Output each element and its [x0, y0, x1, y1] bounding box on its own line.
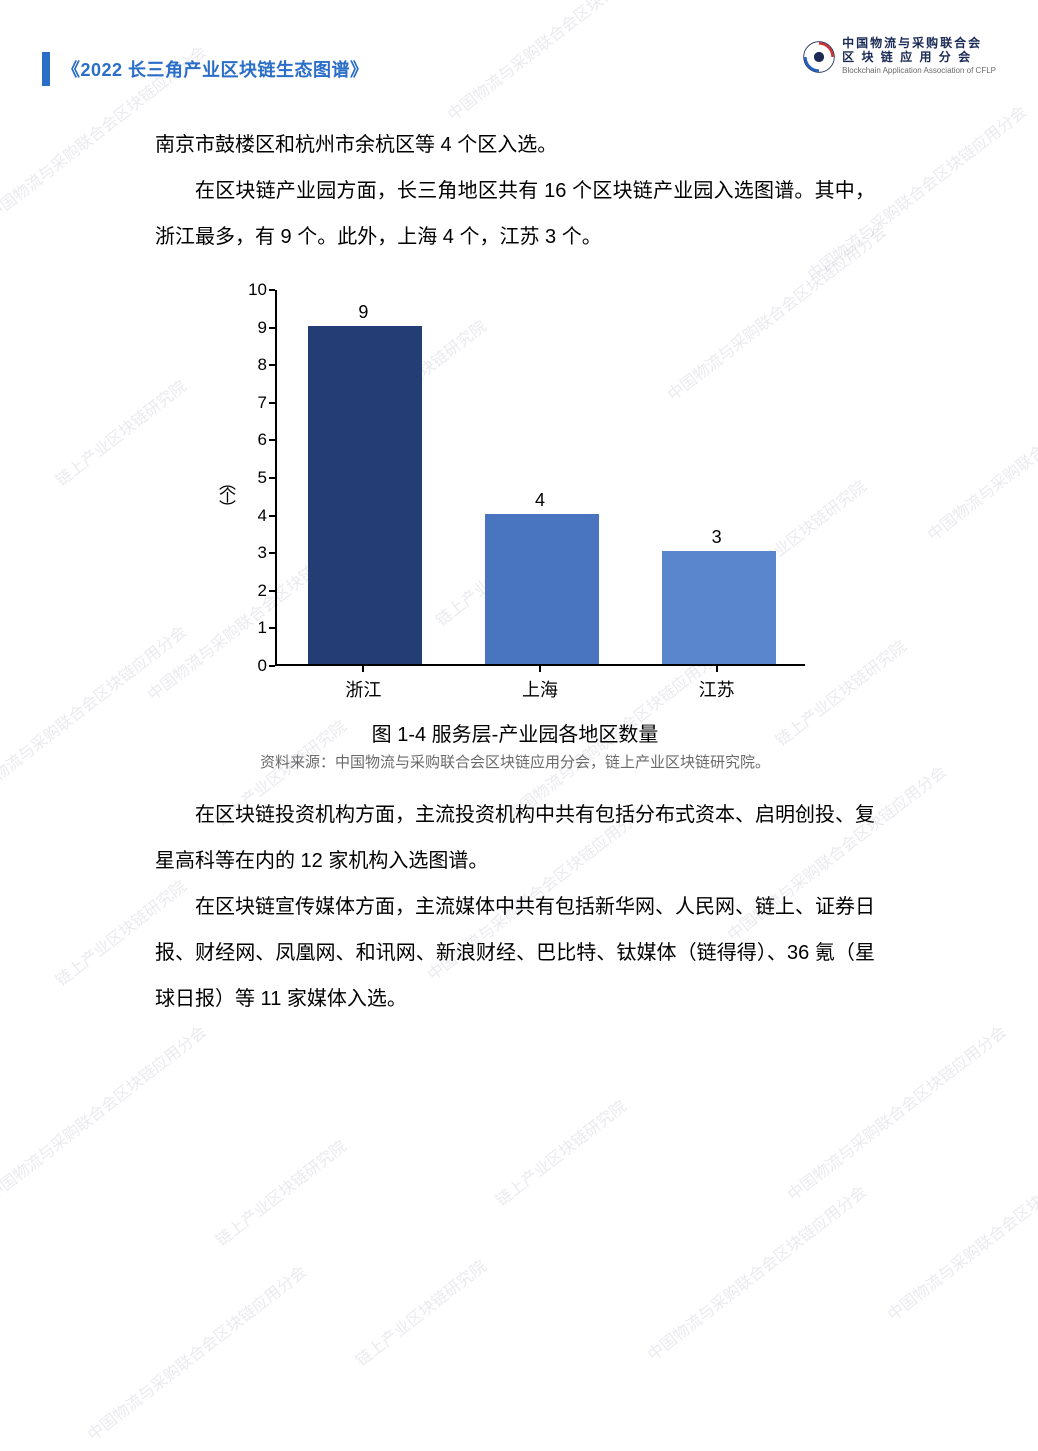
paragraph-4: 在区块链宣传媒体方面，主流媒体中共有包括新华网、人民网、链上、证券日报、财经网、… [155, 884, 875, 1022]
header-title: 《2022 长三角产业区块链生态图谱》 [62, 56, 369, 82]
chart-xtick-mark [716, 666, 718, 672]
watermark: 链上产业区块链研究院 [210, 1133, 351, 1250]
watermark: 中国物流与采购联合会区块链应用分会 [81, 1259, 310, 1445]
chart-plot-area [275, 290, 805, 666]
chart-ytick: 2 [243, 581, 267, 601]
paragraph-2: 在区块链产业园方面，长三角地区共有 16 个区块链产业园入选图谱。其中，浙江最多… [155, 168, 875, 260]
chart-ytick-mark [269, 665, 275, 667]
watermark: 中国物流与采购联合会区块链应用分会 [881, 1139, 1038, 1325]
chart-ytick-mark [269, 327, 275, 329]
chart-xtick-mark [362, 666, 364, 672]
chart-bar-value: 3 [712, 527, 722, 548]
chart-bar [662, 551, 776, 664]
chart-bar-value: 9 [358, 302, 368, 323]
chart-xtick-label: 江苏 [699, 676, 735, 702]
chart-bar [308, 326, 422, 664]
chart-ytick-mark [269, 289, 275, 291]
watermark: 中国物流与采购联合会区块链应用分会 [0, 1019, 211, 1205]
page-body: 南京市鼓楼区和杭州市余杭区等 4 个区入选。 在区块链产业园方面，长三角地区共有… [155, 122, 875, 1022]
logo-line2: 区 块 链 应 用 分 会 [842, 50, 996, 64]
chart-ytick-mark [269, 627, 275, 629]
watermark: 链上产业区块链研究院 [350, 1253, 491, 1370]
chart-ytick: 3 [243, 543, 267, 563]
chart-ytick: 9 [243, 318, 267, 338]
header-accent [42, 52, 50, 86]
figure-caption: 图 1-4 服务层-产业园各地区数量 [215, 718, 815, 747]
chart-ytick: 10 [243, 280, 267, 300]
chart-figure: （个） 0 1 2 3 4 5 6 7 8 9 10 9 浙江 4 上海 3 江苏 图 1-4 服务层-产业园各… [215, 278, 815, 772]
org-logo: 中国物流与采购联合会 区 块 链 应 用 分 会 Blockchain Appl… [802, 36, 996, 78]
watermark: 中国物流与采购联合会区块链应用分会 [641, 1179, 870, 1365]
watermark: 中国物流与采购联合会区块链应用分会 [781, 1019, 1010, 1205]
chart-ylabel: （个） [213, 474, 238, 513]
paragraph-3: 在区块链投资机构方面，主流投资机构中共有包括分布式资本、启明创投、复星高科等在内… [155, 792, 875, 884]
chart-ytick-mark [269, 515, 275, 517]
chart-bar-value: 4 [535, 490, 545, 511]
chart-ytick: 1 [243, 618, 267, 638]
figure-source: 资料来源：中国物流与采购联合会区块链应用分会，链上产业区块链研究院。 [215, 751, 815, 772]
chart-ytick: 6 [243, 430, 267, 450]
chart-ytick-mark [269, 364, 275, 366]
watermark: 链上产业区块链研究院 [490, 1093, 631, 1210]
logo-line1: 中国物流与采购联合会 [842, 36, 996, 50]
chart-ytick: 5 [243, 468, 267, 488]
bar-chart: （个） 0 1 2 3 4 5 6 7 8 9 10 9 浙江 4 上海 3 江苏 [215, 278, 815, 708]
watermark: 中国物流与采购联合会区块链应用分会 [921, 359, 1038, 545]
chart-ytick-mark [269, 590, 275, 592]
logo-sub: Blockchain Application Association of CF… [842, 64, 996, 78]
chart-xtick-mark [539, 666, 541, 672]
cflp-logo-icon [802, 40, 836, 74]
chart-ytick: 0 [243, 656, 267, 676]
chart-ytick: 7 [243, 393, 267, 413]
chart-bar [485, 514, 599, 664]
paragraph-1: 南京市鼓楼区和杭州市余杭区等 4 个区入选。 [155, 122, 875, 168]
chart-ytick-mark [269, 477, 275, 479]
chart-ytick-mark [269, 402, 275, 404]
chart-ytick-mark [269, 439, 275, 441]
chart-xtick-label: 浙江 [345, 676, 381, 702]
chart-ytick: 4 [243, 506, 267, 526]
chart-ytick-mark [269, 552, 275, 554]
chart-ytick: 8 [243, 355, 267, 375]
chart-xtick-label: 上海 [522, 676, 558, 702]
